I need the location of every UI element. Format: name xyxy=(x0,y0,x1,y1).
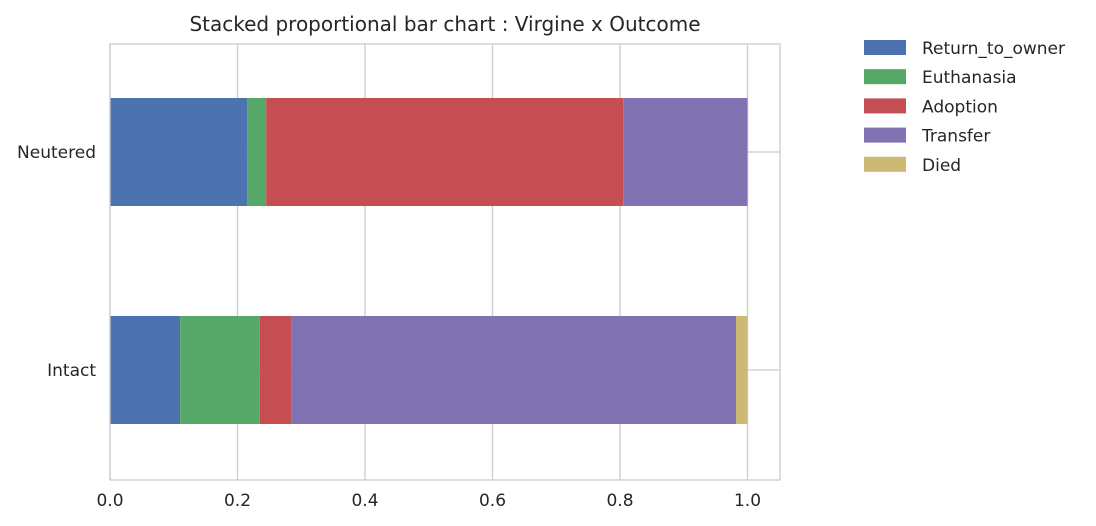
bar-neutered-adoption xyxy=(266,98,624,206)
x-tick-label: 0.6 xyxy=(479,491,506,511)
legend-swatch xyxy=(864,98,906,114)
bar-intact-euthanasia xyxy=(180,316,260,424)
bar-intact-return-to-owner xyxy=(110,316,181,424)
legend-label: Adoption xyxy=(922,97,998,117)
bar-intact-died xyxy=(736,316,748,424)
x-tick-label: 1.0 xyxy=(734,491,761,511)
y-tick-label: Intact xyxy=(47,361,96,381)
x-tick-label: 0.8 xyxy=(606,491,633,511)
axes: 0.0 0.2 0.4 0.6 0.8 1.0 Neutered Intact xyxy=(17,43,781,511)
y-tick-label: Neutered xyxy=(17,143,96,163)
bar-neutered-return-to-owner xyxy=(110,98,248,206)
bar-intact-adoption xyxy=(259,316,292,424)
bar-neutered-euthanasia xyxy=(247,98,267,206)
x-tick-label: 0.4 xyxy=(351,491,378,511)
bar-intact-transfer xyxy=(291,316,737,424)
bars xyxy=(110,98,748,424)
plot-frame xyxy=(109,43,781,481)
legend-swatch xyxy=(864,156,906,172)
legend-swatch xyxy=(864,69,906,85)
x-tick-label: 0.0 xyxy=(96,491,123,511)
legend-swatch xyxy=(864,127,906,143)
legend-label: Transfer xyxy=(921,127,990,147)
legend-label: Return_to_owner xyxy=(922,39,1065,59)
legend-label: Died xyxy=(922,156,961,176)
chart-title: Stacked proportional bar chart : Virgine… xyxy=(189,12,700,36)
legend-swatch xyxy=(864,40,906,55)
bar-neutered-transfer xyxy=(623,98,748,206)
x-tick-label: 0.2 xyxy=(224,491,251,511)
legend: Return_to_owner Euthanasia Adoption Transfe… xyxy=(864,39,1065,176)
legend-label: Euthanasia xyxy=(922,68,1017,88)
